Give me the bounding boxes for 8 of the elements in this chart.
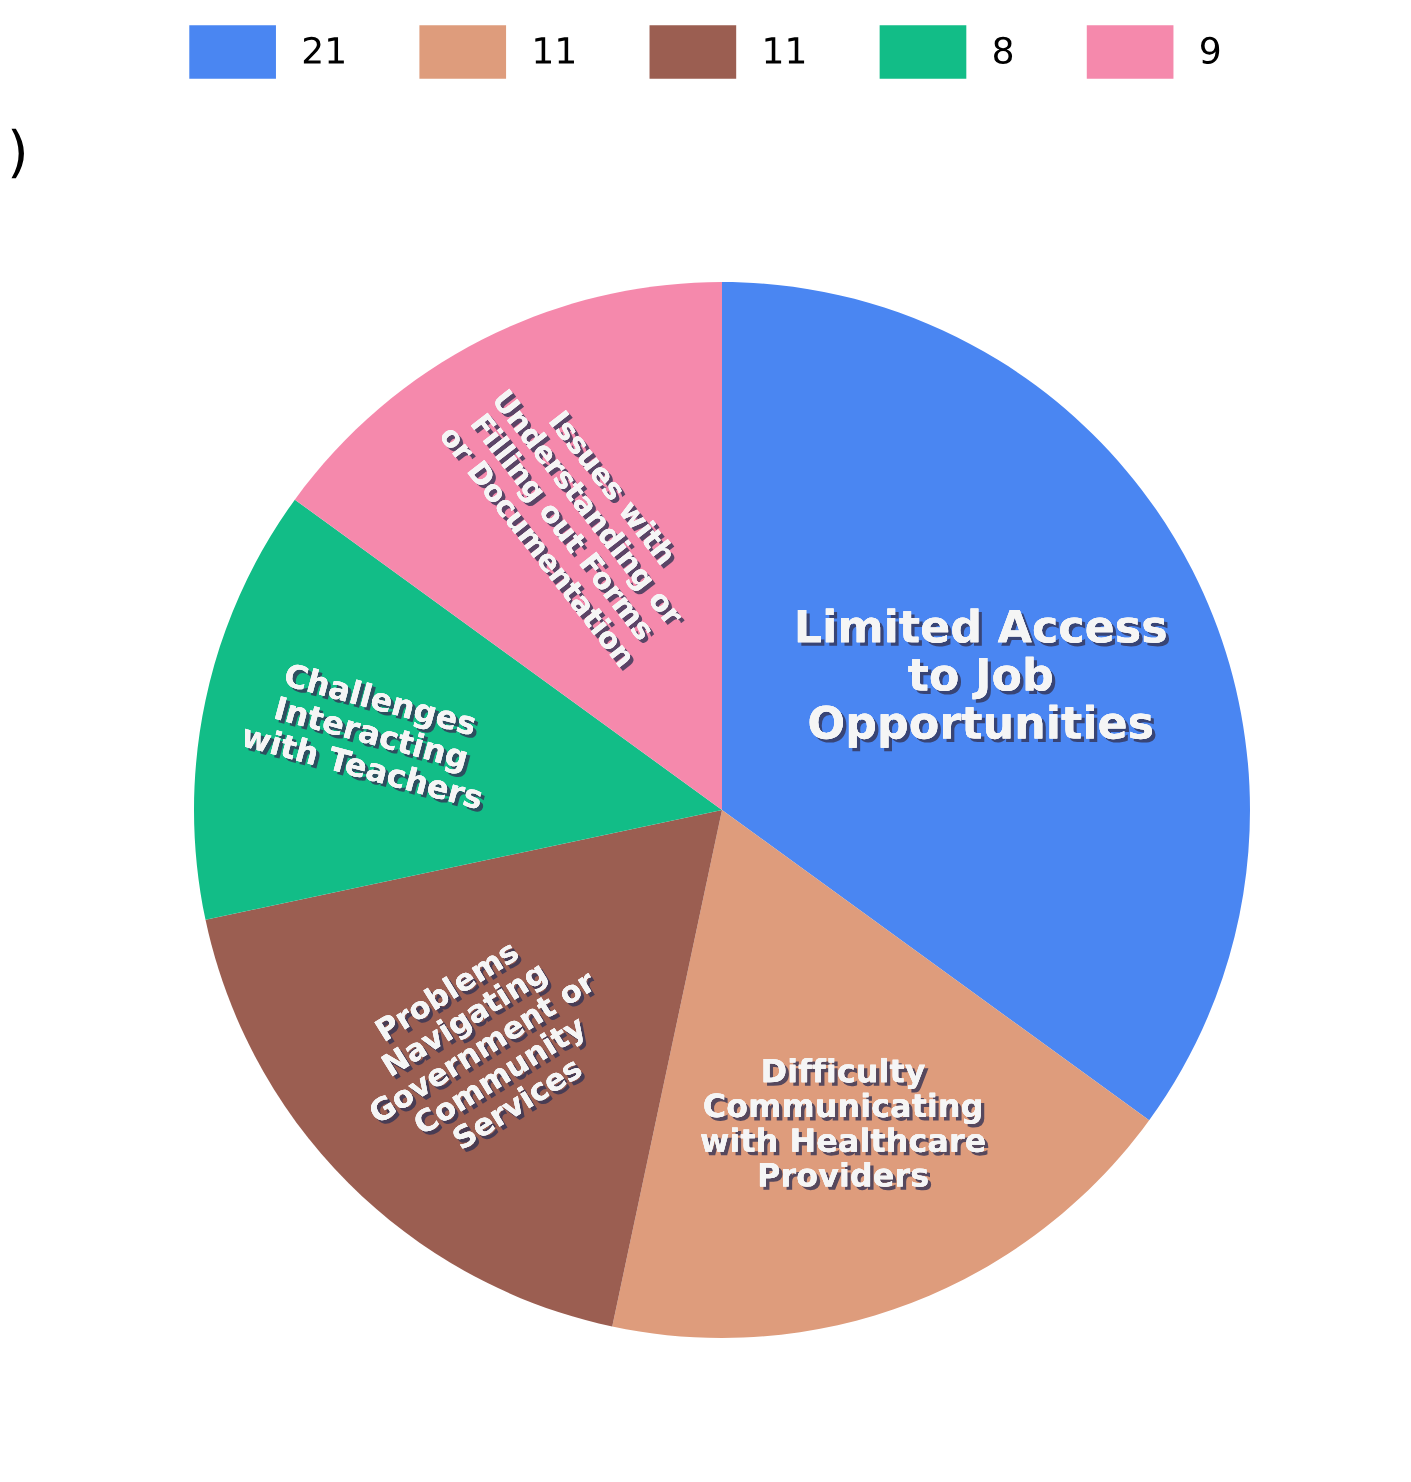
legend-label: 11 — [535, 37, 574, 64]
legend-label: 9 — [1201, 36, 1220, 65]
text: Difficulty Communicating with Healthcare Providers — [701, 1057, 989, 1191]
text: ) — [11, 128, 24, 179]
legend-label: 21 — [303, 36, 344, 64]
text: Limited Access to Job Opportunities — [797, 608, 1170, 752]
legend-label: 8 — [994, 36, 1013, 65]
legend-label: 11 — [765, 37, 805, 64]
